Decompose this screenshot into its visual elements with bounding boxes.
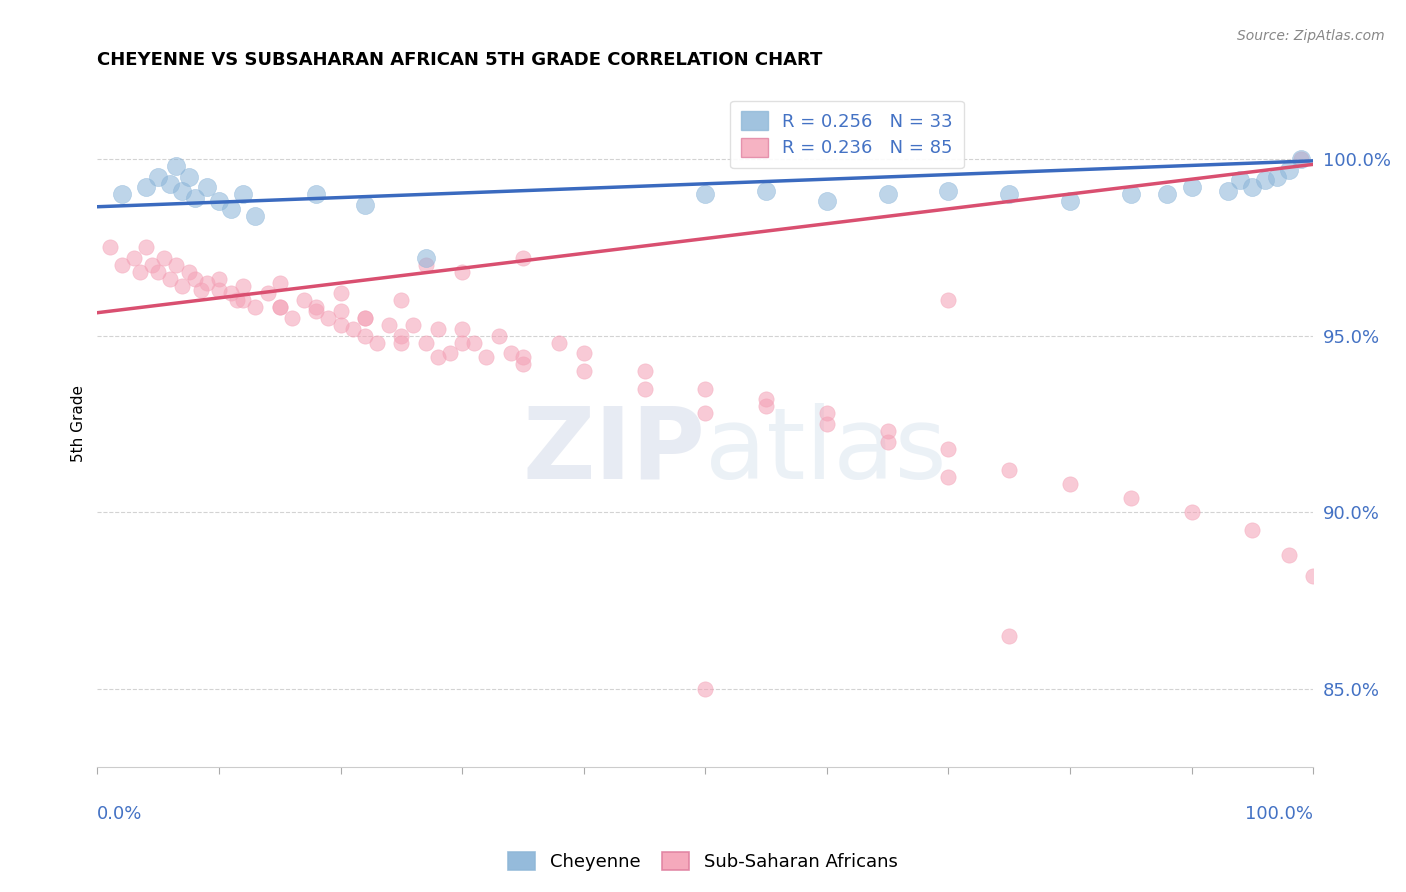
Text: Source: ZipAtlas.com: Source: ZipAtlas.com [1237,29,1385,43]
Y-axis label: 5th Grade: 5th Grade [72,385,86,462]
Text: ZIP: ZIP [523,403,706,500]
Text: 100.0%: 100.0% [1246,805,1313,823]
Legend: R = 0.256   N = 33, R = 0.236   N = 85: R = 0.256 N = 33, R = 0.236 N = 85 [730,101,963,169]
Legend: Cheyenne, Sub-Saharan Africans: Cheyenne, Sub-Saharan Africans [501,845,905,879]
Text: 0.0%: 0.0% [97,805,143,823]
Text: atlas: atlas [706,403,946,500]
Text: CHEYENNE VS SUBSAHARAN AFRICAN 5TH GRADE CORRELATION CHART: CHEYENNE VS SUBSAHARAN AFRICAN 5TH GRADE… [97,51,823,69]
